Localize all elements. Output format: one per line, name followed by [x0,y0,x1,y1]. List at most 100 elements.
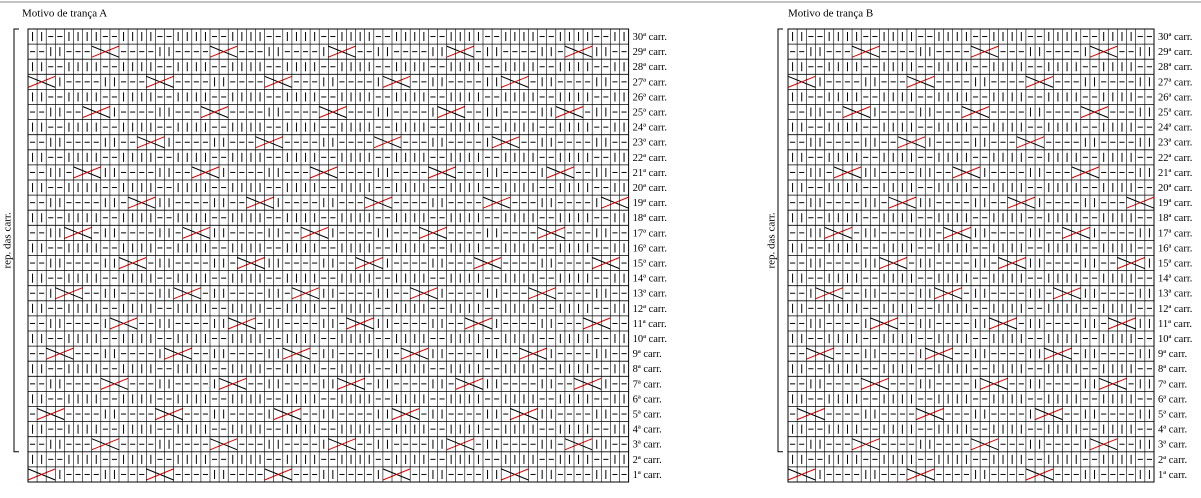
cable-cross [410,287,438,300]
cable-cross [209,438,238,451]
knit-grid [787,28,1155,483]
row-label: 30ª carr. [633,32,667,43]
cable-cross [246,196,274,209]
cable-cross [182,226,211,239]
cable-cross [564,45,593,58]
row-label: 28ª carr. [633,62,667,73]
cable-cross [36,408,65,421]
row-label: 8ª carr. [633,364,662,375]
cable-cross [109,317,138,330]
cable-cross [464,317,493,330]
row-label: 21ª carr. [633,168,667,179]
row-label: 13ª carr. [633,289,667,300]
cable-cross [337,377,365,390]
cable-cross [27,468,56,481]
cable-cross [391,408,420,421]
cable-cross [482,196,511,209]
cable-cross [851,45,880,58]
cable-cross [573,377,602,390]
row-label: 3ª carr. [633,440,662,451]
cable-cross [282,347,311,360]
cable-cross [355,257,384,270]
cable-cross [91,45,120,58]
row-label: 11ª carr. [633,319,667,330]
cable-cross [237,257,265,270]
row-label: 26ª carr. [633,92,667,103]
cable-cross [1071,166,1100,179]
cable-cross [382,468,411,481]
cable-cross [888,196,917,209]
row-label: 16ª carr. [633,243,667,254]
cable-cross [897,136,926,149]
cable-cross [264,75,293,88]
cable-cross [164,347,192,360]
row-label: 25ª carr. [633,107,667,118]
cable-cross [546,166,575,179]
cable-cross [146,468,174,481]
cable-cross [491,136,520,149]
cable-cross [46,347,74,360]
cable-cross [264,468,293,481]
row-label: 29ª carr. [633,47,667,58]
cable-cross [127,196,156,209]
cable-cross [328,438,356,451]
cable-cross [943,226,972,239]
cable-cross [592,257,620,270]
cable-cross [961,106,990,119]
cable-cross [155,408,183,421]
cable-cross [146,75,174,88]
cable-cross [64,226,92,239]
cable-cross [273,408,302,421]
cable-cross [291,287,320,300]
row-label: 10ª carr. [633,334,667,345]
cable-cross [501,468,529,481]
cable-cross [100,377,129,390]
row-label: 20ª carr. [633,183,667,194]
cable-cross [200,106,229,119]
cable-cross [382,75,411,88]
cable-cross [906,75,935,88]
row-label: 18ª carr. [633,213,667,224]
cable-cross [1007,196,1036,209]
cable-cross [582,317,611,330]
knit-grid [27,28,630,483]
cable-cross [510,408,538,421]
row-label: 2ª carr. [633,455,662,466]
row-label: 27ª carr. [633,77,667,88]
row-label: 6ª carr. [633,394,662,405]
cable-cross [501,75,529,88]
row-label: 9ª carr. [633,349,662,360]
cable-cross [824,226,853,239]
cable-cross [309,166,338,179]
cable-cross [970,45,999,58]
cable-cross [91,438,120,451]
cable-cross [419,226,447,239]
cable-cross [73,166,101,179]
cable-cross [173,287,202,300]
cable-cross [1089,45,1118,58]
row-label: 7ª carr. [633,379,662,390]
row-label: 5ª carr. [633,409,662,420]
row-label: 1ª carr. [633,470,662,481]
cable-cross [82,106,111,119]
cable-cross [1025,75,1054,88]
chart-title: Motivo de trança B [788,8,873,20]
cable-cross [428,166,456,179]
cable-cross [528,287,556,300]
row-label: 15ª carr. [633,258,667,269]
cable-cross [328,45,356,58]
row-label: 14ª carr. [633,274,667,285]
row-label: 22ª carr. [633,153,667,164]
chart-title: Motivo de trança A [22,8,107,20]
cable-cross [191,166,220,179]
cable-cross [1062,226,1091,239]
row-label: 17ª carr. [633,228,667,239]
cable-cross [446,438,475,451]
cable-cross [437,106,465,119]
repeat-label: rep. das carr. [2,212,14,268]
cable-cross [118,257,147,270]
cable-cross [400,347,429,360]
cable-cross [137,136,165,149]
row-label: 19ª carr. [633,198,667,209]
